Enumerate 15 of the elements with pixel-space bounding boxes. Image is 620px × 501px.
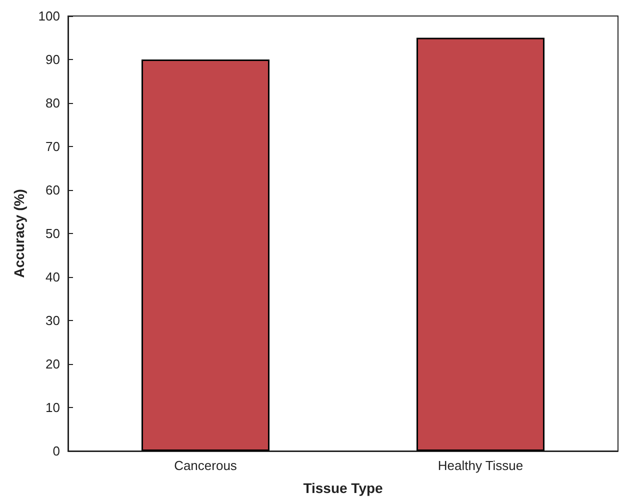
y-tick-label: 0: [52, 444, 60, 458]
y-tick-label: 20: [46, 356, 60, 372]
y-tick-label: 100: [38, 8, 60, 24]
y-tick-label: 40: [46, 270, 60, 284]
y-tick-label: 90: [46, 52, 60, 67]
y-tick-label: 10: [46, 400, 60, 415]
y-tick-label: 50: [46, 226, 60, 241]
x-tick-label: Healthy Tissue: [438, 458, 524, 473]
x-tick-label: Cancerous: [174, 458, 238, 473]
y-tick-label: 30: [46, 313, 60, 328]
y-tick-label: 80: [46, 96, 60, 110]
y-tick-label: 60: [46, 182, 60, 198]
y-axis-title: Accuracy (%): [11, 189, 27, 278]
y-tick-label: 70: [46, 139, 60, 154]
x-axis-title: Tissue Type: [303, 480, 384, 496]
